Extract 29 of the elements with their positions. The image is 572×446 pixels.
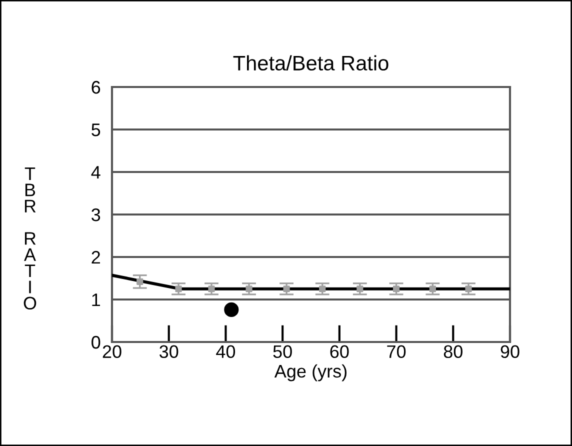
point xyxy=(283,286,290,292)
x-axis-title: Age (yrs) xyxy=(274,364,346,382)
x-tick-label: 80 xyxy=(444,345,462,358)
x-tick-label: 40 xyxy=(216,345,236,358)
x-tick-label: 30 xyxy=(160,345,178,358)
point xyxy=(465,286,472,292)
y-tick-label: 4 xyxy=(91,166,100,179)
point xyxy=(246,286,252,292)
point xyxy=(392,286,400,292)
y-tick-label: 1 xyxy=(92,294,100,306)
y-tick-label: 3 xyxy=(92,208,100,222)
y-tick-label: 0 xyxy=(92,336,100,349)
x-tick-label: 70 xyxy=(387,345,406,358)
chart-title: Theta/Beta Ratio xyxy=(233,55,388,71)
y-tick-label: 5 xyxy=(92,124,100,136)
x-tick-label: 60 xyxy=(330,345,349,358)
x-tick-label: 90 xyxy=(500,345,520,358)
point xyxy=(319,286,326,292)
x-tick-label: 50 xyxy=(273,345,292,358)
point xyxy=(208,286,215,292)
point xyxy=(175,286,182,292)
point xyxy=(356,286,364,292)
y-axis-title: TBR RATIO xyxy=(24,168,36,310)
point xyxy=(136,278,144,285)
y-tick-label: 2 xyxy=(92,250,100,264)
y-tick-label: 6 xyxy=(92,80,100,94)
point xyxy=(429,286,436,292)
x-tick-label: 20 xyxy=(102,345,122,358)
point xyxy=(224,302,239,317)
